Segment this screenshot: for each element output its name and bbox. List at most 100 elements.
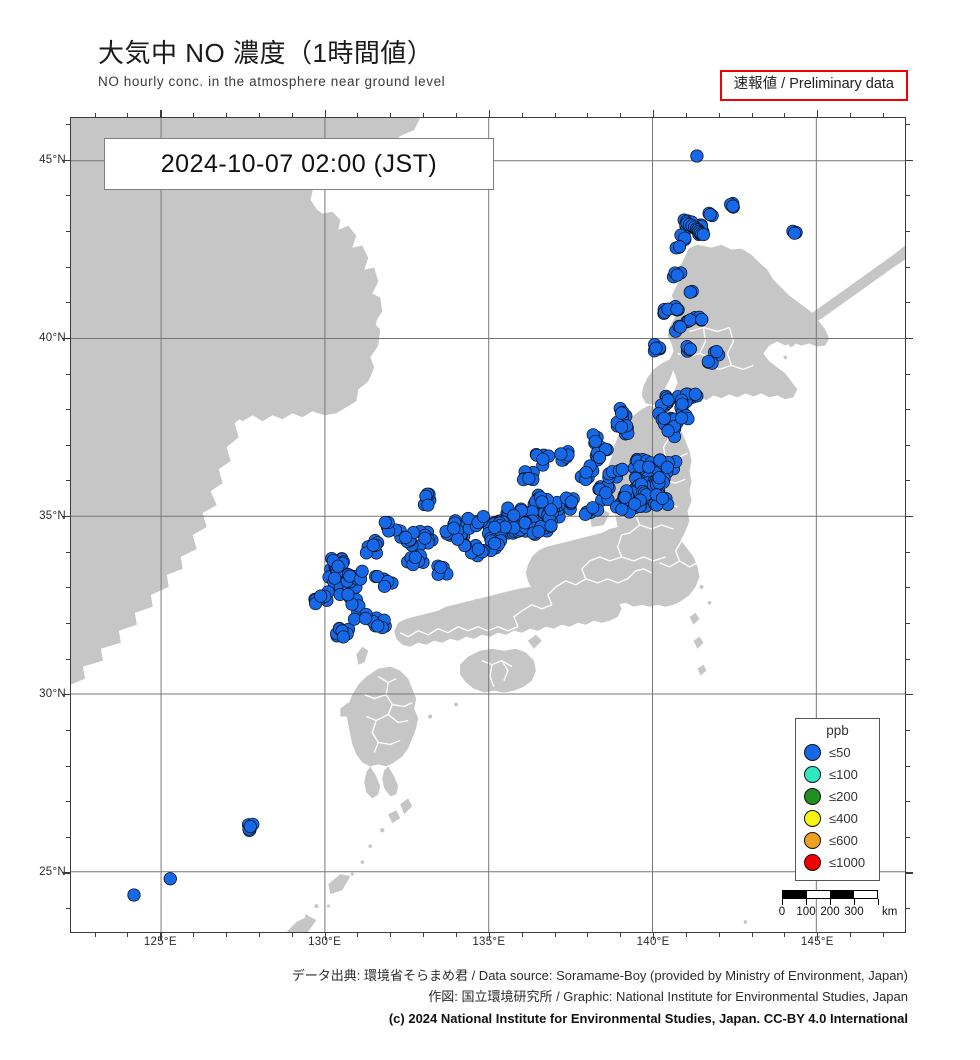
station-point[interactable] [314,589,328,603]
station-point[interactable] [670,302,684,316]
station-point[interactable] [554,447,568,461]
station-point[interactable] [661,393,675,407]
station-point[interactable] [532,525,546,539]
station-point[interactable] [399,530,413,545]
station-point[interactable] [366,538,380,552]
scale-bar-segment [783,891,807,898]
station-point[interactable] [696,228,711,242]
station-point[interactable] [703,208,717,222]
legend-panel: ppb ≤50 ≤100 ≤200 ≤400 ≤600 ≤1000 [795,718,880,882]
station-point[interactable] [673,240,687,254]
station-point[interactable] [471,542,485,556]
station-point[interactable] [618,490,632,504]
station-point[interactable] [359,611,373,626]
scale-bar-unit: km [882,906,898,918]
station-point[interactable] [544,519,558,533]
station-point[interactable] [408,550,422,564]
station-point[interactable] [726,199,740,213]
lat-minor-tick [66,658,70,660]
izu-island-2 [693,636,704,649]
station-point[interactable] [683,285,697,299]
scale-bar-segments [782,890,878,899]
station-point[interactable] [788,226,802,240]
station-point[interactable] [652,471,666,485]
station-point[interactable] [579,465,593,479]
lat-major-tick [906,694,913,696]
station-point[interactable] [341,588,355,602]
station-point[interactable] [688,387,702,401]
station-point[interactable] [535,495,549,509]
station-point[interactable] [488,536,502,550]
station-point[interactable] [683,342,697,356]
legend-color-swatch [804,831,821,849]
station-point[interactable] [451,532,465,546]
station-point[interactable] [588,434,602,449]
station-point[interactable] [476,509,490,524]
station-point[interactable] [660,460,674,474]
station-point[interactable] [331,559,345,573]
station-point[interactable] [522,471,536,485]
station-point[interactable] [675,397,689,411]
lat-tick-label-25: 25°N [39,866,66,879]
station-point[interactable] [163,872,177,886]
station-point[interactable] [657,411,671,425]
station-point[interactable] [615,420,629,434]
station-point[interactable] [673,320,687,334]
station-point[interactable] [683,313,697,327]
station-point[interactable] [544,503,558,517]
station-point[interactable] [377,579,391,593]
station-point[interactable] [592,450,607,464]
station-point[interactable] [655,491,670,505]
station-point[interactable] [670,268,684,282]
lon-minor-tick [127,933,129,937]
station-point[interactable] [507,508,521,522]
station-point[interactable] [355,564,369,578]
map-canvas[interactable] [70,117,906,933]
izu-island-3 [697,664,707,676]
lon-minor-tick [685,933,687,937]
station-point[interactable] [701,354,715,369]
lon-minor-tick [718,933,720,937]
station-point[interactable] [243,819,257,833]
station-point[interactable] [127,888,141,902]
station-point[interactable] [599,486,613,500]
scale-bar-tick [806,899,807,905]
lon-tick-label-145: 145°E [800,936,834,948]
lat-minor-tick [906,480,910,482]
station-point[interactable] [347,612,361,626]
station-point[interactable] [690,149,704,163]
station-point[interactable] [628,497,642,511]
station-point[interactable] [336,630,350,644]
lat-minor-tick [906,587,910,589]
station-point[interactable] [649,341,663,355]
station-point[interactable] [586,501,600,515]
station-point[interactable] [615,462,629,476]
station-point[interactable] [695,312,709,327]
lon-major-tick [817,110,819,117]
station-point[interactable] [378,515,392,529]
station-point[interactable] [418,531,432,545]
preliminary-data-badge: 速報値 / Preliminary data [719,70,908,101]
scale-bar: km 0 100 200 300 [779,890,897,921]
station-point[interactable] [421,498,435,512]
lat-major-tick [906,159,913,161]
legend-title: ppb [826,723,849,738]
lat-minor-tick [66,302,70,304]
station-point[interactable] [434,560,448,574]
station-point[interactable] [642,460,656,474]
scale-bar-tick [854,899,855,905]
station-point[interactable] [536,452,550,466]
scale-bar-segment [853,891,877,898]
station-point[interactable] [615,406,629,420]
station-point[interactable] [675,411,689,425]
lat-minor-tick [66,551,70,553]
lon-major-tick [160,933,162,940]
station-point[interactable] [661,424,675,438]
station-point[interactable] [564,495,579,509]
station-point[interactable] [447,521,461,535]
station-point[interactable] [710,344,724,359]
station-point[interactable] [371,619,385,633]
station-point[interactable] [328,571,342,585]
lon-minor-tick [291,113,293,117]
station-point[interactable] [488,520,502,535]
